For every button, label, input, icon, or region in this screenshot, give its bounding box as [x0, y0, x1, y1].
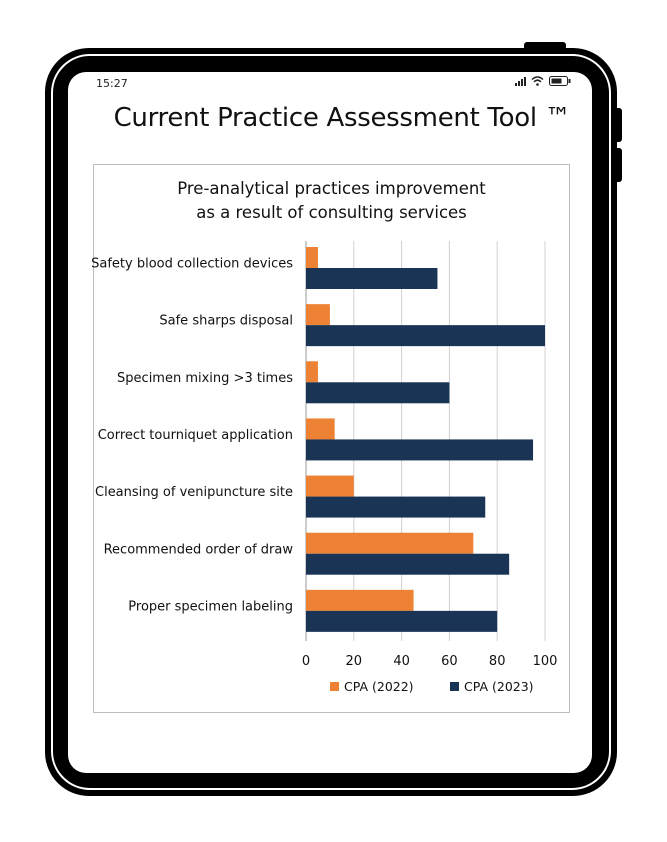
bar-cpa-2022	[306, 304, 330, 326]
x-tick-label: 0	[302, 654, 310, 669]
bar-cpa-2022	[306, 532, 474, 554]
category-label: Safe sharps disposal	[159, 314, 293, 329]
bar-cpa-2023	[306, 553, 510, 575]
bar-cpa-2023	[306, 325, 545, 347]
bar-cpa-2022	[306, 418, 335, 440]
battery-icon	[549, 76, 571, 86]
bar-cpa-2023	[306, 439, 534, 461]
status-time: 15:27	[96, 77, 128, 90]
category-label: Safety blood collection devices	[91, 257, 293, 272]
chart-title-line-2: as a result of consulting services	[196, 203, 467, 222]
category-label: Proper specimen labeling	[128, 599, 293, 614]
legend-swatch	[330, 682, 339, 691]
status-icons	[515, 76, 571, 86]
chart-title: Pre-analytical practices improvement as …	[93, 177, 570, 225]
wifi-icon	[531, 76, 544, 86]
x-tick-label: 20	[346, 654, 363, 669]
bar-cpa-2023	[306, 610, 498, 632]
x-tick-label: 60	[441, 654, 458, 669]
category-label: Cleansing of venipuncture site	[95, 485, 293, 500]
tablet-bezel-highlight	[51, 54, 611, 790]
bar-cpa-2023	[306, 382, 450, 404]
signal-icon	[515, 76, 526, 86]
legend-swatch	[450, 682, 459, 691]
category-label: Specimen mixing >3 times	[117, 371, 293, 386]
bar-cpa-2022	[306, 475, 354, 497]
app-title: Current Practice Assessment Tool ™	[113, 103, 571, 133]
legend-label: CPA (2023)	[464, 679, 534, 694]
bar-cpa-2023	[306, 268, 438, 289]
x-tick-label: 80	[489, 654, 506, 669]
chart-title-line-1: Pre-analytical practices improvement	[177, 179, 486, 198]
x-tick-label: 100	[533, 654, 558, 669]
category-label: Correct tourniquet application	[98, 428, 293, 443]
x-tick-label: 40	[393, 654, 410, 669]
bar-cpa-2023	[306, 496, 486, 518]
bar-cpa-2022	[306, 361, 318, 383]
bar-cpa-2022	[306, 247, 318, 268]
bar-cpa-2022	[306, 589, 414, 611]
legend-label: CPA (2022)	[344, 679, 414, 694]
category-label: Recommended order of draw	[104, 542, 294, 557]
